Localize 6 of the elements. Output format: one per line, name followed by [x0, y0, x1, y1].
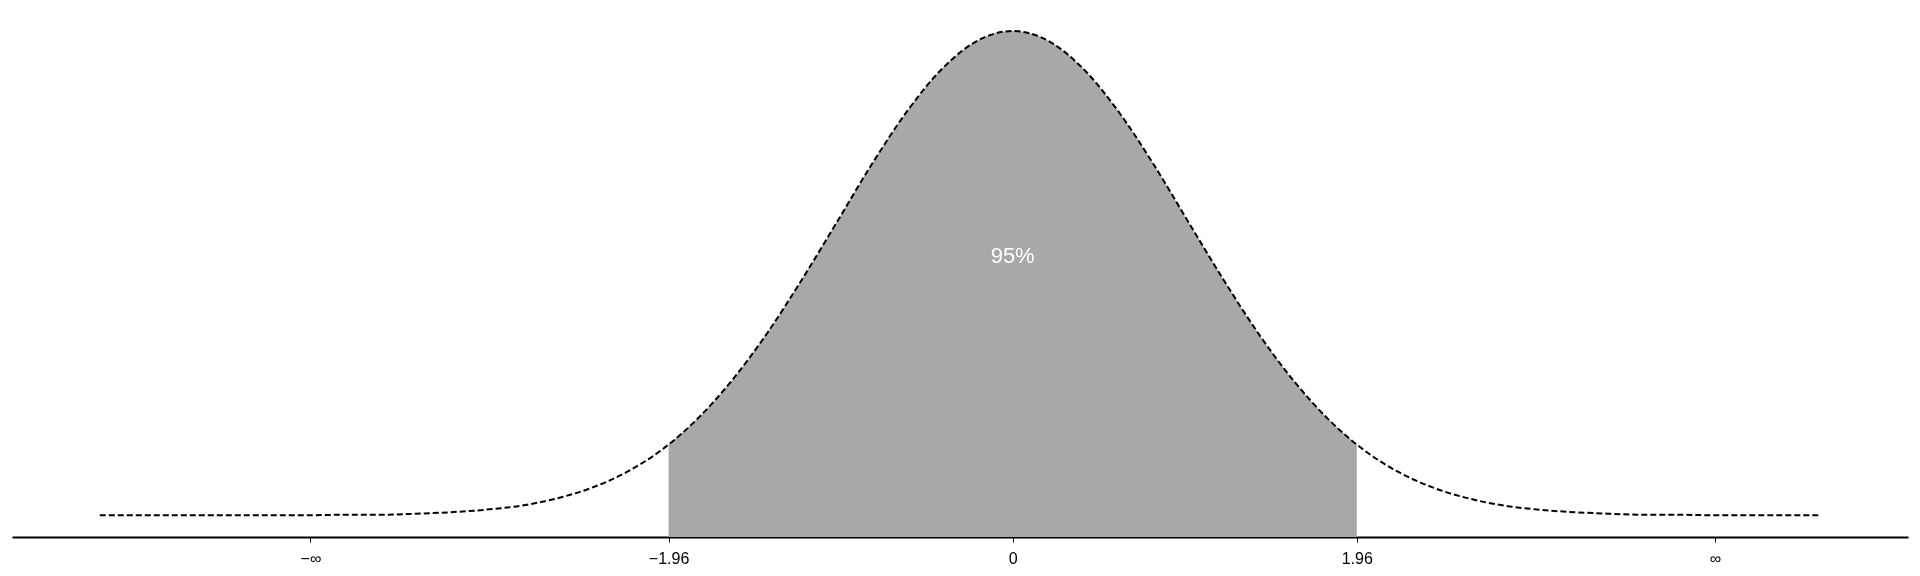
x-tick-label: −1.96	[648, 549, 690, 567]
x-tick-label: ∞	[1709, 549, 1722, 567]
x-tick-label: −∞	[300, 549, 322, 567]
annotation: 95%	[990, 243, 1035, 268]
x-tick-label: 0	[1008, 549, 1018, 567]
x-tick-label: 1.96	[1341, 549, 1373, 567]
